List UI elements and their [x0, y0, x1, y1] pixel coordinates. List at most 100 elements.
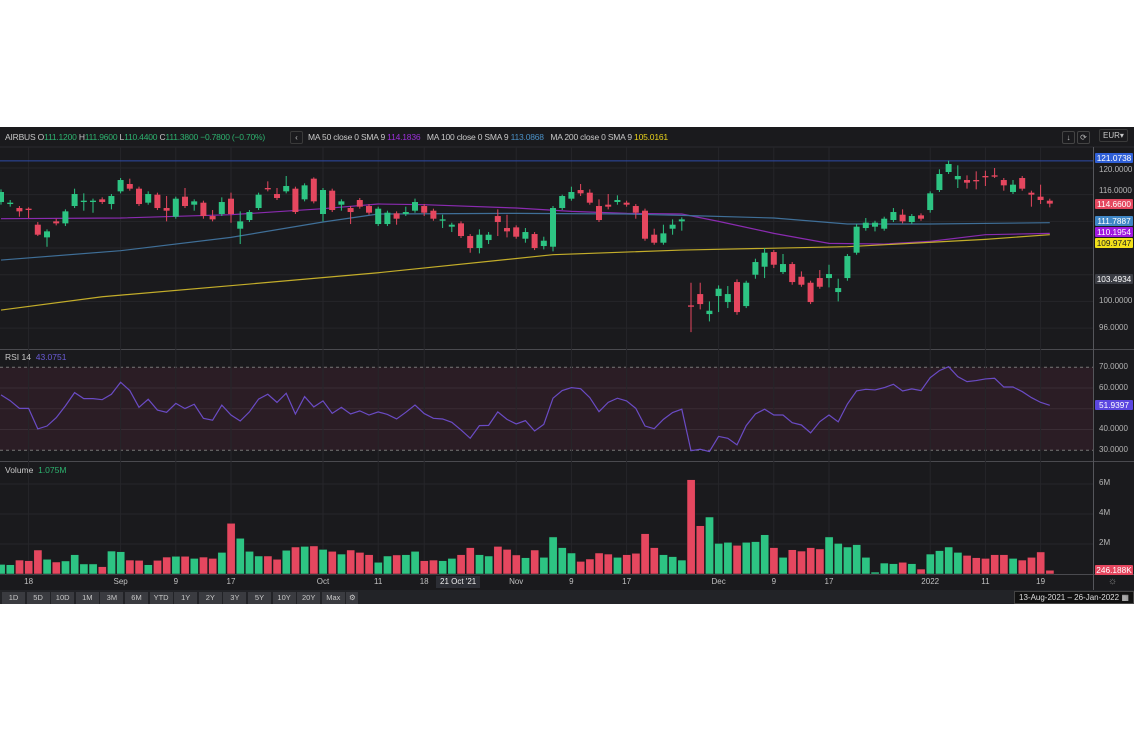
chevron-left-icon: ‹ [295, 133, 298, 142]
candle-down [1028, 192, 1035, 195]
x-axis-tick: 18 [24, 577, 34, 586]
candle-down [918, 215, 924, 219]
volume-bar [392, 554, 402, 575]
volume-bar [852, 544, 862, 575]
candle-up [660, 233, 667, 243]
price-tick: 100.0000 [1099, 296, 1133, 305]
range-button-10y[interactable]: 10Y [272, 592, 296, 604]
ma100-label[interactable]: MA 100 close 0 SMA 9 [426, 132, 509, 142]
volume-tick: 2M [1099, 538, 1111, 547]
candle-up [945, 163, 952, 173]
candle-up [402, 212, 409, 215]
range-button-3m[interactable]: 3M [100, 592, 124, 604]
volume-bar [1017, 559, 1027, 575]
calendar-icon: ▦ [1121, 593, 1129, 602]
volume-bar [695, 525, 705, 575]
volume-bar [649, 547, 659, 575]
collapse-legend-button[interactable]: ‹ [290, 131, 303, 144]
candle-down [688, 305, 694, 307]
refresh-button[interactable]: ⟳ [1077, 131, 1090, 144]
price-tick: 116.0000 [1099, 186, 1132, 195]
volume-last-label: 246.188K [1095, 565, 1133, 575]
candle-down [623, 202, 630, 205]
x-axis-tick: Nov [509, 577, 524, 586]
volume-bar [15, 559, 24, 575]
volume-bar [226, 523, 236, 575]
volume-bar [125, 559, 135, 575]
candle-up [908, 216, 915, 223]
candle-down [816, 278, 823, 287]
volume-bar [769, 547, 779, 575]
arrow-down-icon: ↓ [1066, 133, 1071, 142]
x-axis-tick: 2022 [921, 577, 940, 586]
range-button-1y[interactable]: 1Y [174, 592, 198, 604]
candle-up [927, 193, 934, 211]
close-label: C [159, 132, 166, 142]
candle-up [743, 282, 750, 307]
range-button-20y[interactable]: 20Y [297, 592, 321, 604]
low-label: L [119, 132, 125, 142]
range-button-10d[interactable]: 10D [51, 592, 75, 604]
volume-tick: 6M [1099, 478, 1111, 487]
rsi-value: 43.0751 [35, 352, 67, 362]
candle-up [145, 194, 152, 203]
candle-down [798, 276, 805, 285]
volume-bar [944, 546, 954, 575]
volume-value: 1.075M [38, 465, 67, 475]
range-button-max[interactable]: Max [321, 592, 345, 604]
candle-down [1019, 178, 1026, 189]
ma200-axis-label: 109.9747 [1095, 238, 1133, 248]
volume-bar [189, 558, 199, 575]
candle-up [761, 252, 768, 267]
volume-bar [208, 558, 218, 575]
candle-down [292, 188, 299, 213]
ma50-label[interactable]: MA 50 close 0 SMA 9 [308, 132, 385, 142]
currency-select[interactable]: EUR▾ [1099, 129, 1128, 142]
range-button-6m[interactable]: 6M [125, 592, 148, 604]
candle-up [559, 196, 566, 209]
volume-bar [879, 562, 889, 575]
legend-ohlc: AIRBUS O111.1200 H111.9600 L110.4400 C11… [5, 132, 265, 143]
ma200-label[interactable]: MA 200 close 0 SMA 9 [550, 132, 632, 142]
close-value: 111.3800 [165, 132, 199, 142]
range-button-5d[interactable]: 5D [26, 592, 50, 604]
candle-down [651, 234, 658, 243]
candle-down [53, 221, 60, 224]
range-button-5y[interactable]: 5Y [248, 592, 271, 604]
range-button-3y[interactable]: 3Y [223, 592, 247, 604]
volume-bar [33, 549, 43, 575]
candle-down [34, 224, 41, 235]
date-range-text: 13-Aug-2021 – 26-Jan-2022 [1019, 593, 1120, 602]
candle-down [982, 176, 989, 178]
volume-bar [567, 552, 576, 575]
range-button-ytd[interactable]: YTD [149, 592, 173, 604]
volume-bar [714, 543, 724, 575]
range-button-1d[interactable]: 1D [2, 592, 25, 604]
range-button-1m[interactable]: 1M [75, 592, 99, 604]
download-button[interactable]: ↓ [1062, 131, 1075, 144]
date-range-picker[interactable]: 13-Aug-2021 – 26-Jan-2022 ▦ [1014, 591, 1134, 604]
candle-up [724, 294, 731, 303]
axis-settings-button[interactable]: ☼ [1108, 576, 1117, 587]
x-axis-tick: 18 [419, 577, 429, 586]
candle-up [384, 212, 391, 225]
range-button-2y[interactable]: 2Y [198, 592, 222, 604]
volume-bar [107, 550, 116, 575]
volume-bar [493, 546, 503, 575]
candle-down [209, 216, 216, 220]
volume-bar [999, 554, 1009, 575]
volume-legend: Volume 1.075M [5, 465, 66, 476]
range-settings-button[interactable]: ⚙ [346, 592, 359, 604]
candle-up [614, 200, 621, 203]
candle-up [669, 224, 676, 229]
candle-up [780, 264, 786, 273]
candle-down [228, 198, 234, 215]
volume-bar [603, 553, 613, 575]
volume-bar [1027, 557, 1036, 575]
volume-label: Volume [5, 465, 34, 475]
candle-up [237, 221, 244, 229]
candle-up [568, 192, 575, 199]
candle-down [467, 236, 474, 249]
volume-bar [309, 545, 319, 575]
